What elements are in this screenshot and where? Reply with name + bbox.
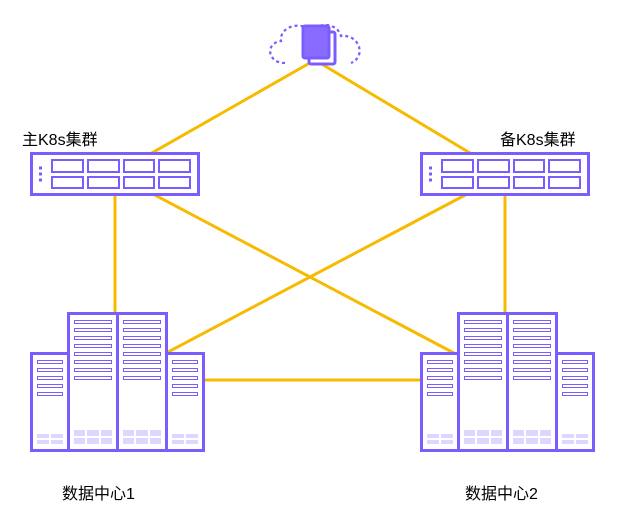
dc2-node <box>420 312 595 452</box>
cloud-icon <box>255 8 375 88</box>
diagram-canvas: 主K8s集群 备K8s集群 数据中心1 <box>0 0 630 521</box>
dc2-label: 数据中心2 <box>465 480 538 504</box>
server-rack-icon <box>457 312 509 452</box>
server-rack-icon <box>555 352 595 452</box>
clusterA-node <box>30 152 200 196</box>
cloud-node <box>255 8 375 88</box>
clusterB-label: 备K8s集群 <box>500 126 576 150</box>
server-rack-icon <box>420 352 460 452</box>
clusterB-node <box>420 152 590 196</box>
cluster-indicator-dots <box>39 167 42 182</box>
server-rack-icon <box>165 352 205 452</box>
server-rack-icon <box>116 312 168 452</box>
server-rack-icon <box>30 352 70 452</box>
cluster-drive-bays <box>441 159 581 189</box>
server-rack-icon <box>506 312 558 452</box>
cluster-drive-bays <box>51 159 191 189</box>
server-rack-icon <box>67 312 119 452</box>
cluster-indicator-dots <box>429 167 432 182</box>
clusterA-label: 主K8s集群 <box>22 126 98 150</box>
dc1-label: 数据中心1 <box>62 480 135 504</box>
dc1-node <box>30 312 205 452</box>
